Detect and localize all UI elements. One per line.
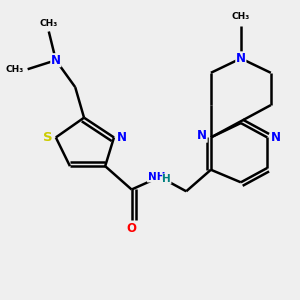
Text: H: H <box>163 174 171 184</box>
Text: N: N <box>236 52 246 65</box>
Text: CH₃: CH₃ <box>40 19 58 28</box>
Text: NH: NH <box>148 172 165 182</box>
Text: N: N <box>271 131 281 144</box>
Text: N: N <box>117 131 127 144</box>
Text: S: S <box>43 131 53 144</box>
Text: O: O <box>127 223 136 236</box>
Text: CH₃: CH₃ <box>232 12 250 21</box>
Text: N: N <box>197 129 207 142</box>
Text: CH₃: CH₃ <box>6 65 24 74</box>
Text: N: N <box>51 54 61 67</box>
